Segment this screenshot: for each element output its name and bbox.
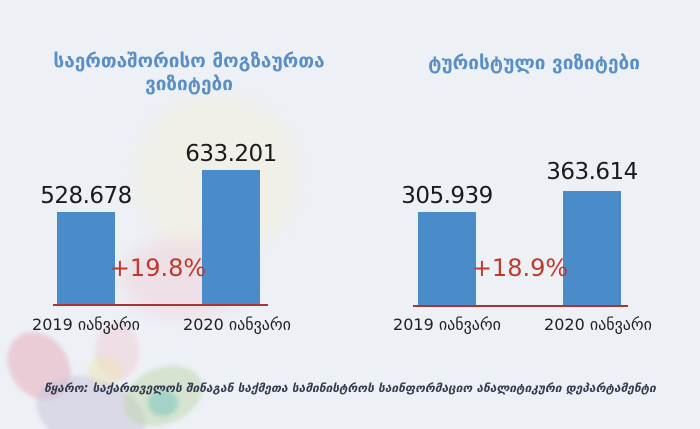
x-label-2020: 2020 იანვარი [544,315,652,334]
change-label: +19.8% [109,254,207,282]
flower-petal-teal [148,390,178,416]
source-note: წყარო: საქართველოს შინაგან საქმეთა სამინ… [44,381,656,395]
axis-baseline [53,304,268,306]
bar-2020 [563,191,621,306]
value-label-2019: 305.939 [401,183,493,209]
value-label-2019: 528.678 [40,183,132,209]
flower-petal-yellow [88,356,122,386]
bar-2019 [418,212,476,306]
bar-2019 [57,212,115,305]
x-label-2019: 2019 იანვარი [32,315,140,334]
value-label-2020: 633.201 [185,141,277,167]
chart-title: ტურისტული ვიზიტები [428,52,640,74]
x-label-2020: 2020 იანვარი [183,315,291,334]
axis-baseline [413,305,628,307]
chart-title: საერთაშორისო მოგზაურთა ვიზიტები [53,50,325,95]
change-label: +18.9% [471,254,569,282]
bar-2020 [202,170,260,305]
value-label-2020: 363.614 [546,159,638,185]
x-label-2019: 2019 იანვარი [393,315,501,334]
